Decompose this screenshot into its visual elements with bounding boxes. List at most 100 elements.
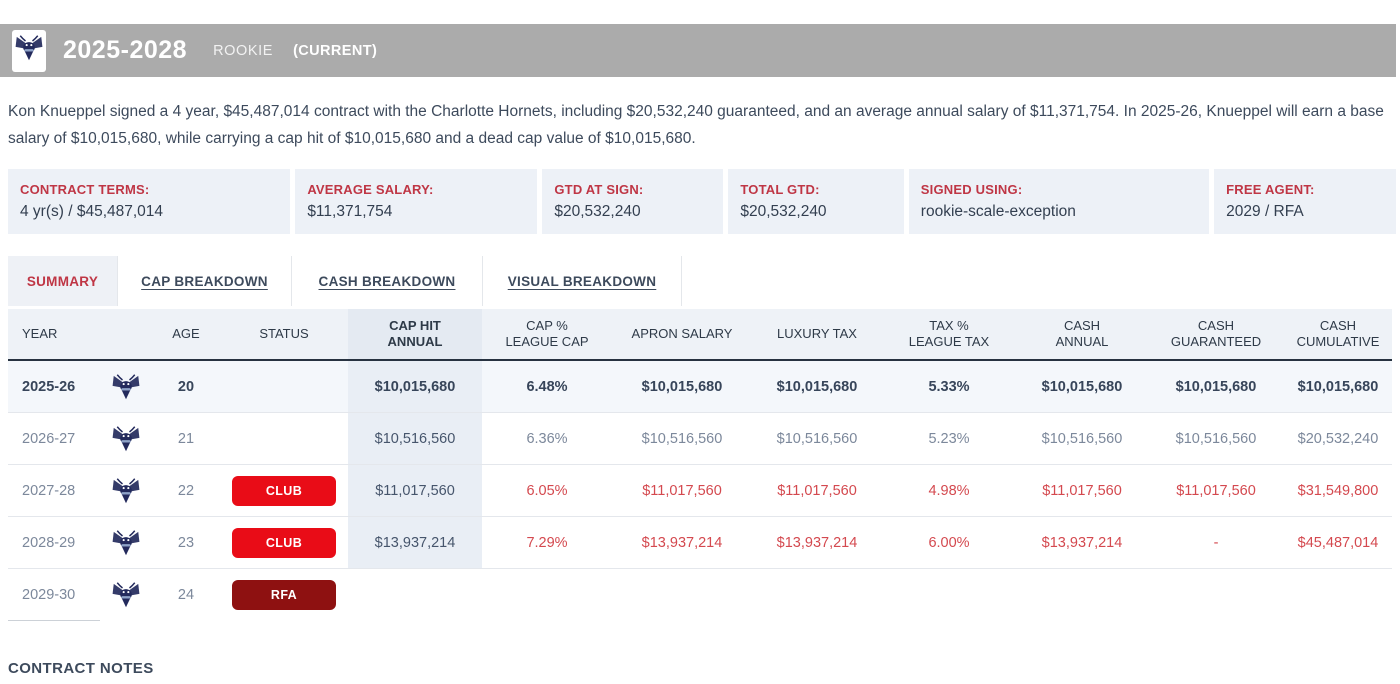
term-value: 2029 / RFA [1226,203,1304,220]
cell-cash_cumulative: $31,549,800 [1297,482,1379,499]
cell-cash_annual [1016,569,1148,621]
column-header-cash_annual: CASH ANNUAL [1055,318,1109,349]
cell-cap_pct: 7.29% [526,534,568,551]
cell-cap_hit: $10,516,560 [348,413,482,464]
tab-cash-breakdown[interactable]: CASH BREAKDOWN [292,256,483,306]
status-badge: RFA [232,580,336,610]
tab-summary[interactable]: SUMMARY [8,256,118,306]
cell-luxury_tax [752,569,882,621]
cell-age: 24 [177,587,195,603]
contract-notes-heading: CONTRACT NOTES [8,660,154,677]
term-value: $11,371,754 [307,203,393,220]
table-row-2029-30: 2029-30 24 RFA [8,569,1392,621]
cell-luxury_tax: $10,015,680 [776,378,858,395]
column-header-logo [100,309,152,359]
term-label: AVERAGE SALARY: [307,182,434,197]
cell-apron_salary: $13,937,214 [641,534,723,551]
column-header-luxury_tax: LUXURY TAX [777,326,857,341]
salary-table-body: 2025-26 20 $10,015,680 6.48% $10,015,680 $10… [8,361,1392,621]
term-contract-terms: CONTRACT TERMS: 4 yr(s) / $45,487,014 [8,169,296,234]
cell-luxury_tax: $13,937,214 [776,534,858,551]
table-row-2025-26: 2025-26 20 $10,015,680 6.48% $10,015,680 $10… [8,361,1392,413]
salary-table: YEAR AGE STATUS CAP HIT ANNUAL CAP % LEAGUE … [8,309,1392,621]
table-row-2027-28: 2027-28 22 CLUB $11,017,560 6.05% $11,017,56… [8,465,1392,517]
status-badge: CLUB [232,475,336,506]
cell-cap_pct: 6.48% [526,378,568,395]
cell-cap_pct [482,569,612,621]
cell-apron_salary: $10,015,680 [641,378,723,395]
cell-cap_hit [348,569,482,621]
tab-label: VISUAL BREAKDOWN [507,273,657,289]
team-logo-box [12,29,46,72]
tab-cap-breakdown[interactable]: CAP BREAKDOWN [118,256,292,306]
cell-apron_salary: $10,516,560 [641,430,723,447]
cell-cap_pct: 6.36% [526,430,568,447]
column-header-status: STATUS [259,326,309,341]
cell-cap_hit: $13,937,214 [348,517,482,568]
column-header-year: YEAR [22,326,58,341]
column-header-cap_pct: CAP % LEAGUE CAP [505,318,589,349]
contract-header-bar: 2025-2028 ROOKIE (CURRENT) [0,24,1396,77]
term-label: CONTRACT TERMS: [20,182,150,197]
column-header-tax_pct: TAX % LEAGUE TAX [908,318,990,349]
cell-age: 23 [177,534,195,551]
cell-age: 20 [177,378,195,395]
cell-year: 2026-27 [22,430,76,447]
term-average-salary: AVERAGE SALARY: $11,371,754 [295,169,543,234]
cell-cash_guaranteed: $10,015,680 [1175,378,1257,395]
term-label: GTD AT SIGN: [554,182,644,197]
salary-table-header: YEAR AGE STATUS CAP HIT ANNUAL CAP % LEAGUE … [8,309,1392,361]
hornets-logo-icon [100,465,152,516]
cell-cap_pct: 6.05% [526,482,568,499]
column-header-age: AGE [172,326,200,341]
cell-cash_annual: $10,516,560 [1041,430,1123,447]
cell-cash_cumulative [1284,569,1392,621]
table-row-2026-27: 2026-27 21 $10,516,560 6.36% $10,516,560 $10… [8,413,1392,465]
cell-cash_cumulative: $10,015,680 [1297,378,1379,395]
cell-age: 21 [177,430,195,447]
contract-terms-strip: CONTRACT TERMS: 4 yr(s) / $45,487,014 AV… [8,169,1396,234]
cell-year: 2028-29 [22,534,76,551]
column-header-cash_guaranteed: CASH GUARANTEED [1170,318,1262,349]
hornets-logo-icon [100,413,152,464]
cell-cash_guaranteed [1148,569,1284,621]
cell-age: 22 [177,482,195,499]
term-gtd-at-sign: GTD AT SIGN: $20,532,240 [542,169,729,234]
status-cell: RFA [220,569,348,621]
contract-current-label: (CURRENT) [293,42,378,59]
status-cell: CLUB [220,517,348,568]
cell-year: 2027-28 [22,482,76,499]
column-header-apron_salary: APRON SALARY [631,326,733,341]
status-cell: CLUB [220,465,348,516]
tab-label: CAP BREAKDOWN [141,273,268,289]
cell-year: 2025-26 [22,378,76,395]
status-cell [220,413,348,464]
hornets-logo-icon [100,517,152,568]
status-badge: CLUB [232,527,336,558]
term-value: rookie-scale-exception [920,203,1076,220]
term-value: 4 yr(s) / $45,487,014 [20,203,164,220]
contract-type-label: ROOKIE [213,42,274,59]
tab-label: CASH BREAKDOWN [318,273,456,289]
cell-cash_cumulative: $20,532,240 [1297,430,1379,447]
term-total-gtd: TOTAL GTD: $20,532,240 [728,169,909,234]
cell-cap_hit: $11,017,560 [348,465,482,516]
hornets-logo-icon [100,569,152,621]
status-cell [220,361,348,412]
cell-apron_salary: $11,017,560 [642,482,722,499]
cell-tax_pct [882,569,1016,621]
cell-year: 2029-30 [8,569,100,621]
breakdown-tabs: SUMMARY CAP BREAKDOWN CASH BREAKDOWN VIS… [8,256,1392,306]
hornets-logo-icon [100,361,152,412]
term-signed-using: SIGNED USING: rookie-scale-exception [909,169,1215,234]
term-label: TOTAL GTD: [740,182,820,197]
hornets-logo-icon [15,35,43,66]
cell-cash_annual: $11,017,560 [1042,482,1122,499]
column-header-cash_cumulative: CASH CUMULATIVE [1296,318,1380,349]
term-value: $20,532,240 [740,203,827,220]
tab-visual-breakdown[interactable]: VISUAL BREAKDOWN [483,256,682,306]
term-label: SIGNED USING: [920,182,1023,197]
cell-cap_hit: $10,015,680 [348,361,482,412]
cell-cash_guaranteed: - [1213,534,1219,551]
cell-tax_pct: 4.98% [928,482,970,499]
